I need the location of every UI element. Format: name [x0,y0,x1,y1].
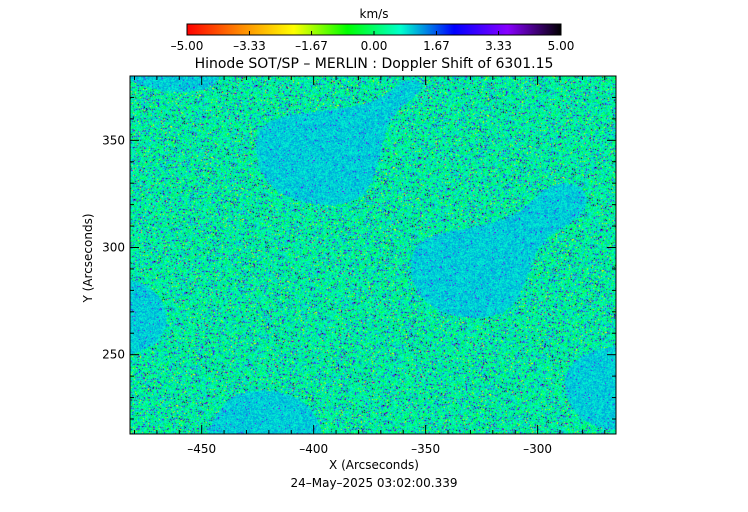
y-tick-label: 250 [102,348,125,362]
colorbar-tick-label: 1.67 [423,39,450,53]
colorbar-tick-label: –1.67 [295,39,328,53]
colorbar-tick-label: 3.33 [485,39,512,53]
axis-ticks: –450 –400 –350 –300 250 300 350 [102,75,616,456]
x-tick-label: –300 [523,442,552,456]
plot-frame [129,75,617,435]
timestamp: 24–May–2025 03:02:00.339 [290,476,457,490]
x-tick-label: –350 [411,442,440,456]
y-tick-label: 350 [102,133,125,147]
chart-title: Hinode SOT/SP – MERLIN : Doppler Shift o… [195,56,554,72]
x-tick-label: –450 [187,442,216,456]
colorbar-tick-label: 0.00 [361,39,388,53]
y-axis-label: Y (Arcseconds) [81,213,95,303]
colorbar-tick-label: 5.00 [548,39,575,53]
colorbar-tick-label: –5.00 [171,39,204,53]
x-tick-label: –400 [299,442,328,456]
colorbar-tick-label: –3.33 [233,39,266,53]
x-axis-label: X (Arcseconds) [329,458,419,472]
colorbar-label: km/s [360,7,389,21]
colorbar-ticks: –5.00 –3.33 –1.67 0.00 1.67 3.33 5.00 [171,31,575,53]
doppler-map [130,76,616,434]
y-tick-label: 300 [102,240,125,254]
